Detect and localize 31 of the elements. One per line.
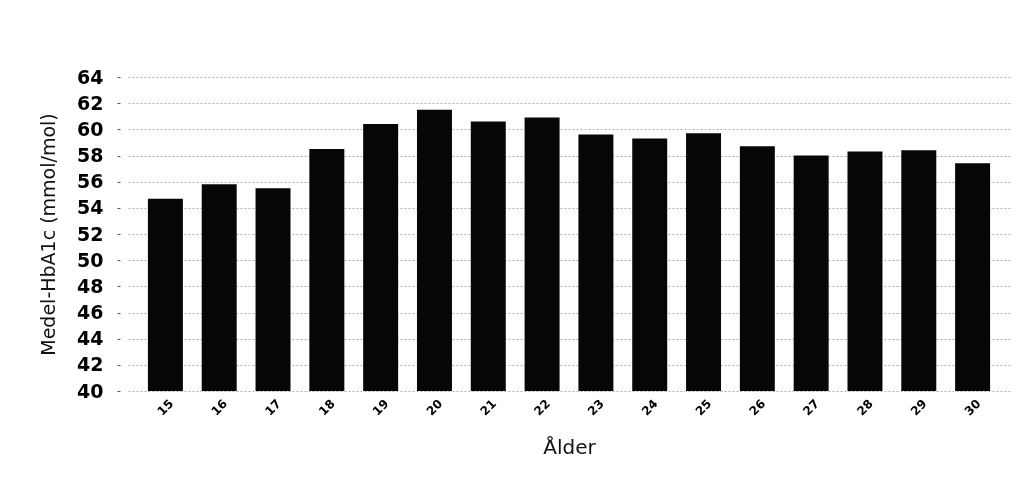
x-tick-label: 23 — [585, 396, 607, 419]
x-tick-label: 24 — [638, 396, 661, 419]
x-tick-label: 17 — [262, 396, 284, 419]
y-tick-label: 60 — [77, 117, 104, 140]
y-tick-label: 42 — [77, 353, 104, 376]
x-tick-label: 20 — [423, 396, 446, 419]
y-tick-label: 40 — [77, 379, 104, 402]
x-tick-label: 18 — [315, 396, 338, 419]
y-tick-label: 48 — [77, 274, 104, 297]
x-tick-label: 30 — [961, 396, 984, 419]
x-tick-label: 25 — [692, 396, 715, 419]
x-tick-label: 27 — [800, 396, 823, 419]
x-tick-label: 16 — [208, 396, 231, 419]
y-tick-label: 52 — [77, 222, 104, 245]
y-tick-label: 46 — [77, 301, 104, 323]
y-tick-label: 62 — [77, 91, 104, 114]
x-tick-label: 28 — [854, 396, 876, 419]
y-tick-label: 44 — [77, 327, 104, 350]
x-tick-label: 19 — [369, 396, 392, 419]
x-axis-title: Ålder — [543, 434, 597, 459]
y-tick-label: 50 — [77, 248, 104, 271]
x-tick-label: 26 — [746, 396, 769, 419]
y-tick-label: 58 — [77, 144, 104, 166]
y-tick-label: 64 — [77, 65, 104, 88]
x-tick-label: 29 — [907, 396, 930, 419]
y-axis-title: Medel-HbA1c (mmol/mol) — [37, 113, 60, 356]
x-tick-label: 22 — [531, 396, 553, 419]
y-tick-label: 54 — [77, 196, 104, 219]
x-tick-label: 21 — [477, 396, 500, 419]
y-tick-label: 56 — [77, 170, 104, 193]
x-tick-label: 15 — [154, 396, 177, 419]
